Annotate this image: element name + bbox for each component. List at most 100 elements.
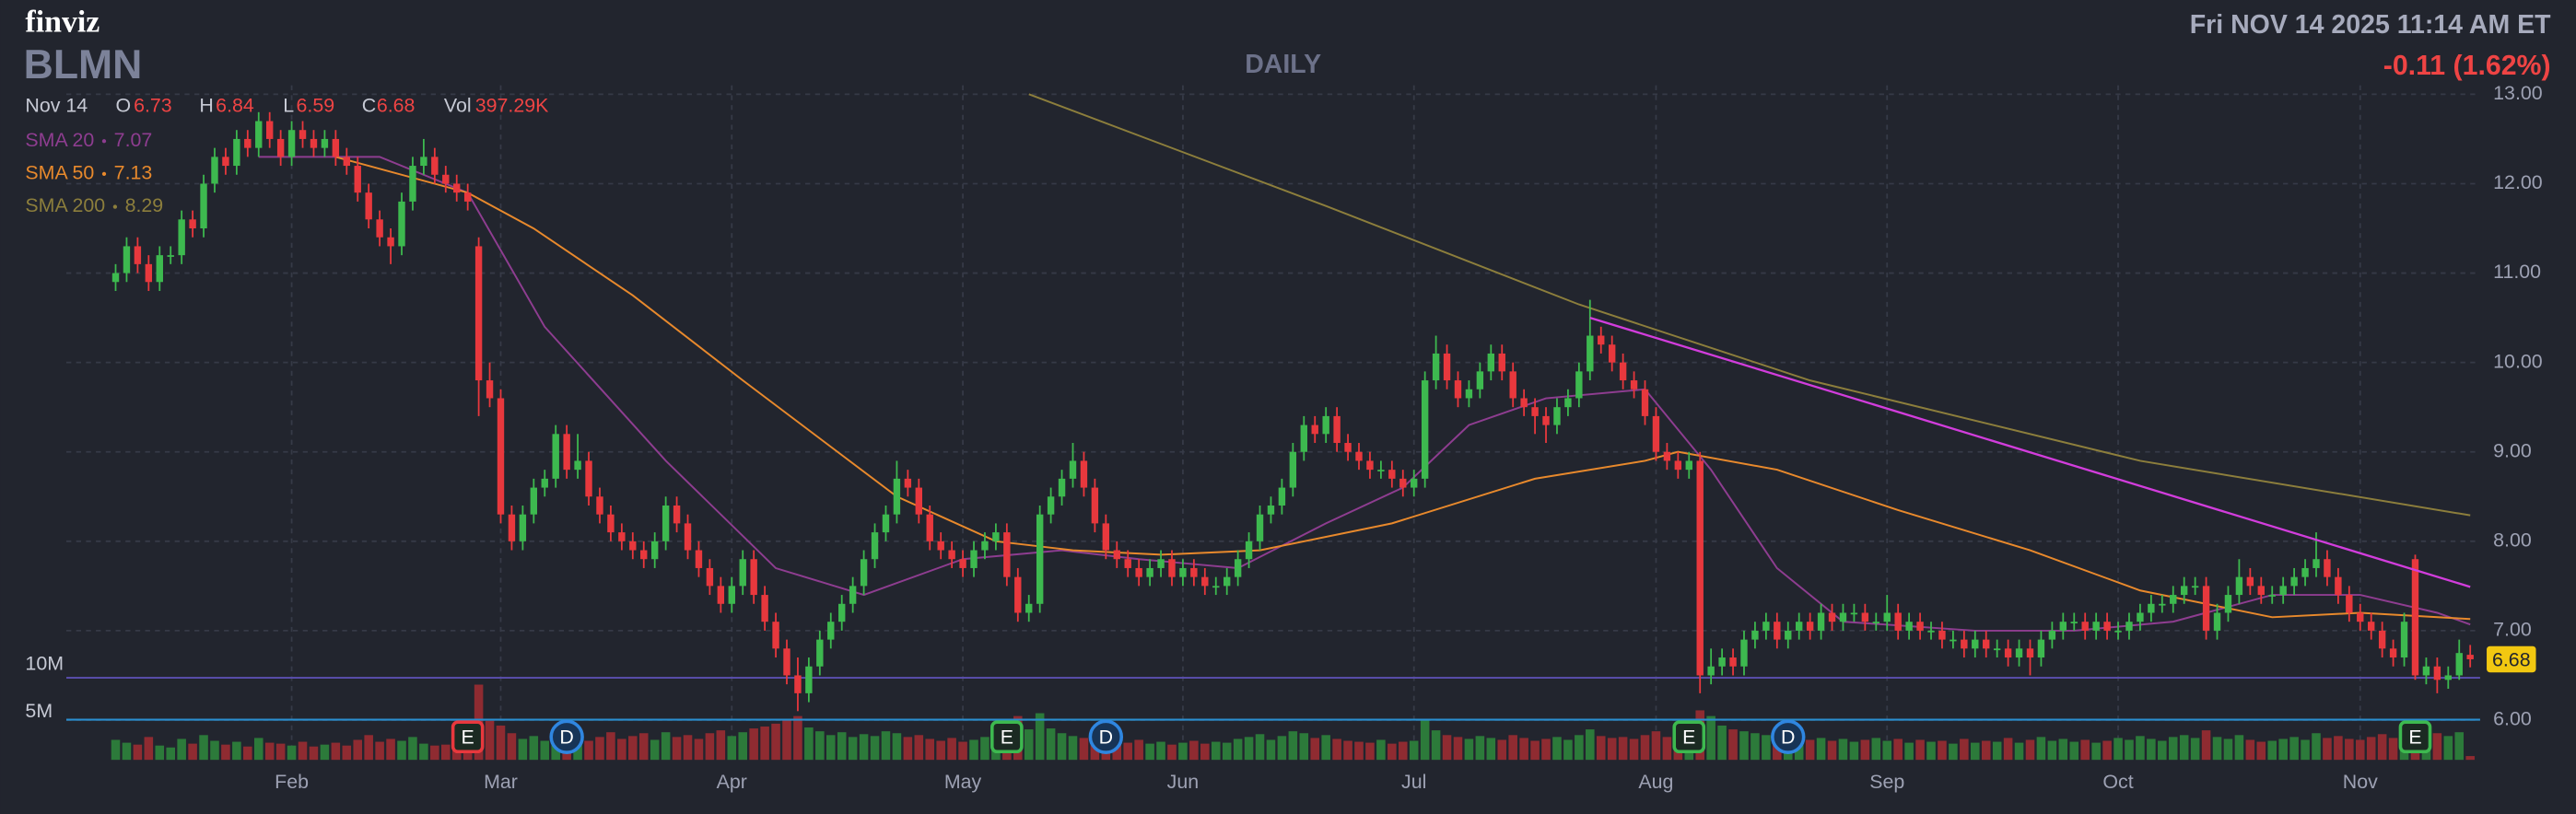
sma-line [258, 156, 2471, 632]
candle-body [1774, 622, 1781, 640]
candle-body [893, 478, 901, 515]
volume-bar [1497, 739, 1507, 761]
volume-bar [253, 738, 263, 761]
candle-body [541, 478, 548, 488]
y-tick-label: 6.00 [2493, 708, 2532, 730]
volume-bar [1552, 737, 1562, 761]
candle-body [1234, 559, 1242, 577]
candle-body [1278, 487, 1286, 506]
candle-body [2466, 655, 2474, 659]
volume-bar [1024, 729, 1034, 761]
candle-body [1674, 460, 1682, 471]
candle-body [2159, 603, 2166, 606]
volume-bar [529, 736, 539, 761]
volume-bar [2080, 739, 2090, 761]
volume-bar [1992, 741, 2002, 761]
volume-bar [1255, 734, 1265, 761]
candle-body [926, 514, 933, 541]
candle-body [189, 219, 196, 229]
candle-body [1938, 630, 1946, 640]
candle-body [750, 559, 757, 596]
volume-bar [1519, 738, 1528, 761]
volume-bar [749, 728, 758, 761]
candle-body [1762, 622, 1770, 631]
volume-bar [1838, 738, 1848, 761]
candle-body [1080, 460, 1088, 488]
candle-body [508, 514, 516, 541]
candle-body [2092, 622, 2100, 631]
candle-body [1003, 532, 1011, 577]
candle-body [222, 157, 229, 167]
volume-bar [1365, 742, 1375, 761]
candle-body [2378, 630, 2386, 649]
volume-bar [1277, 736, 1287, 761]
volume-bar [1596, 736, 1606, 761]
reference-lines [65, 677, 2480, 721]
legend-separator [112, 204, 118, 209]
candle-body [1751, 630, 1759, 640]
y-tick-label: 10.00 [2493, 350, 2543, 372]
grid: 6.00 7.00 8.00 9.00 10.00 11.00 12.00 13.00 Feb M… [25, 82, 2542, 793]
volume-bar [1849, 741, 1859, 761]
datetime: Fri NOV 14 2025 11:14 AM ET [2190, 10, 2551, 40]
ohlc-label: H [199, 94, 213, 116]
candle-body [1509, 371, 1516, 399]
candle-body [1696, 460, 1704, 676]
volume-bar [2036, 737, 2046, 761]
candle-body [255, 121, 263, 148]
volume-bar [397, 740, 406, 761]
candle-body [1972, 639, 1979, 649]
legend-name: SMA 200 [25, 194, 105, 216]
candle-body [618, 532, 626, 541]
volume-bar [2312, 733, 2321, 761]
candle-body [530, 487, 538, 515]
event-marker [451, 720, 485, 754]
volume-bar [518, 738, 528, 761]
candle-body [1256, 514, 1264, 541]
candle-body [1113, 550, 1120, 560]
candle-body [387, 237, 394, 247]
candle-body [2324, 559, 2331, 577]
volume-bar [1949, 743, 1958, 761]
timeframe: DAILY [1245, 50, 1321, 79]
candle-body [2433, 666, 2441, 680]
volume-tick-label: 10M [25, 652, 64, 674]
ticker: BLMN [24, 42, 143, 87]
candle-body [1014, 576, 1022, 613]
candle-body [739, 559, 746, 587]
volume-bar [1882, 740, 1892, 761]
candle-body [728, 586, 735, 604]
volume-bar [2256, 741, 2266, 761]
volume-bar [166, 747, 175, 761]
volume-bar [705, 733, 715, 761]
candle-body [838, 603, 846, 622]
volume-bar [1530, 740, 1540, 761]
candle-body [310, 138, 318, 148]
candle-body [2125, 622, 2133, 631]
volume-bar [1575, 735, 1584, 761]
volume-bar [1871, 738, 1881, 761]
ohlc-value: 6.73 [134, 94, 172, 116]
volume-bar [441, 744, 451, 761]
x-tick-label: Oct [2102, 771, 2133, 793]
volume-bar [1541, 738, 1551, 761]
volume-bar [1156, 741, 1165, 761]
volume-bar [1431, 730, 1441, 761]
candle-body [1641, 389, 1649, 416]
volume-bar [980, 737, 989, 761]
volume-bar [2179, 735, 2189, 761]
volume-bar [2432, 733, 2442, 761]
candle-body [1740, 639, 1748, 667]
candle-body [2235, 576, 2243, 596]
x-tick-label: May [944, 771, 982, 793]
volume-bar [2014, 742, 2024, 761]
candle-body [1069, 460, 1077, 479]
x-tick-label: Jun [1167, 771, 1199, 793]
candle-body [1718, 657, 1726, 667]
volume-bar [804, 727, 814, 761]
candle-body [706, 567, 714, 587]
volume-bar [2355, 739, 2365, 761]
candle-body [2422, 666, 2430, 676]
volume-bar [2058, 738, 2068, 761]
candle-body [1795, 622, 1803, 631]
